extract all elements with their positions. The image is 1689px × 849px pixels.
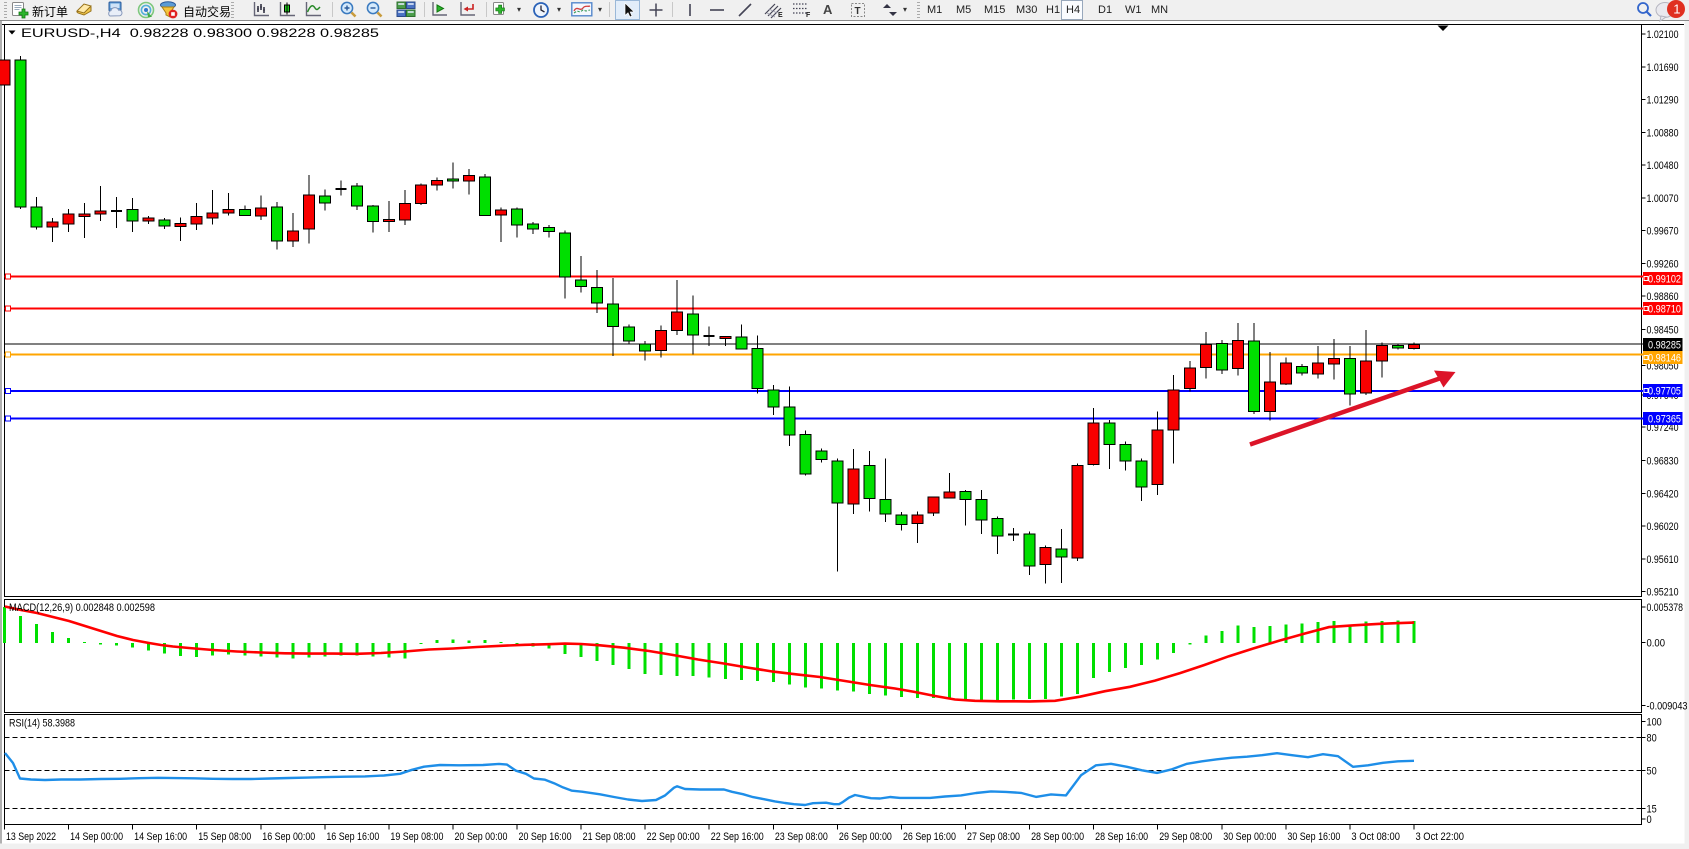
svg-text:16 Sep 00:00: 16 Sep 00:00 (262, 831, 315, 843)
svg-text:1.00480: 1.00480 (1647, 160, 1679, 172)
svg-text:0.00: 0.00 (1647, 638, 1666, 650)
svg-text:0.97705: 0.97705 (1648, 386, 1681, 398)
svg-text:15: 15 (1647, 803, 1657, 815)
svg-text:26 Sep 16:00: 26 Sep 16:00 (903, 831, 956, 843)
svg-text:EURUSD-,H4 0.98228 0.98300 0.: EURUSD-,H4 0.98228 0.98300 0.98228 0.982… (21, 26, 379, 40)
svg-text:28 Sep 16:00: 28 Sep 16:00 (1095, 831, 1148, 843)
svg-text:0.96420: 0.96420 (1647, 489, 1679, 501)
svg-text:1.00880: 1.00880 (1647, 128, 1679, 140)
svg-text:14 Sep 16:00: 14 Sep 16:00 (134, 831, 187, 843)
svg-text:3 Oct 22:00: 3 Oct 22:00 (1415, 831, 1464, 843)
svg-text:23 Sep 08:00: 23 Sep 08:00 (775, 831, 828, 843)
svg-text:16 Sep 16:00: 16 Sep 16:00 (326, 831, 379, 843)
svg-text:22 Sep 16:00: 22 Sep 16:00 (711, 831, 764, 843)
svg-text:0.99102: 0.99102 (1648, 274, 1681, 286)
svg-text:15 Sep 08:00: 15 Sep 08:00 (198, 831, 251, 843)
svg-text:0.97365: 0.97365 (1648, 414, 1681, 426)
svg-text:1.00070: 1.00070 (1647, 193, 1679, 205)
svg-text:0.99670: 0.99670 (1647, 226, 1679, 238)
svg-text:28 Sep 00:00: 28 Sep 00:00 (1031, 831, 1084, 843)
svg-text:0.96020: 0.96020 (1647, 521, 1679, 533)
svg-text:0.98450: 0.98450 (1647, 324, 1679, 336)
svg-text:1.02100: 1.02100 (1647, 29, 1679, 41)
svg-text:13 Sep 2022: 13 Sep 2022 (6, 831, 56, 843)
svg-text:0.99260: 0.99260 (1647, 259, 1679, 271)
svg-text:19 Sep 08:00: 19 Sep 08:00 (390, 831, 443, 843)
svg-text:0.98710: 0.98710 (1648, 303, 1681, 315)
svg-text:21 Sep 08:00: 21 Sep 08:00 (583, 831, 636, 843)
svg-text:50: 50 (1647, 765, 1657, 777)
svg-text:0.96830: 0.96830 (1647, 455, 1679, 467)
svg-text:26 Sep 00:00: 26 Sep 00:00 (839, 831, 892, 843)
svg-text:30 Sep 00:00: 30 Sep 00:00 (1223, 831, 1276, 843)
svg-text:E: E (778, 12, 783, 19)
svg-text:1: 1 (1673, 2, 1680, 17)
svg-text:14 Sep 00:00: 14 Sep 00:00 (70, 831, 123, 843)
svg-text:0.95610: 0.95610 (1647, 554, 1679, 566)
svg-text:100: 100 (1647, 717, 1662, 729)
svg-text:20 Sep 16:00: 20 Sep 16:00 (519, 831, 572, 843)
svg-text:F: F (806, 12, 811, 19)
svg-text:RSI(14) 58.3988: RSI(14) 58.3988 (9, 718, 75, 730)
svg-text:0.95210: 0.95210 (1647, 586, 1679, 598)
svg-text:-0.009043: -0.009043 (1647, 700, 1688, 712)
svg-text:20 Sep 00:00: 20 Sep 00:00 (454, 831, 507, 843)
svg-text:27 Sep 08:00: 27 Sep 08:00 (967, 831, 1020, 843)
svg-text:29 Sep 08:00: 29 Sep 08:00 (1159, 831, 1212, 843)
svg-text:22 Sep 00:00: 22 Sep 00:00 (647, 831, 700, 843)
svg-text:30 Sep 16:00: 30 Sep 16:00 (1287, 831, 1340, 843)
svg-text:MACD(12,26,9) 0.002848 0.00259: MACD(12,26,9) 0.002848 0.002598 (9, 602, 155, 614)
svg-text:80: 80 (1647, 733, 1657, 745)
svg-text:1.01290: 1.01290 (1647, 95, 1679, 107)
svg-text:0: 0 (1647, 814, 1652, 826)
svg-text:1.01690: 1.01690 (1647, 62, 1679, 74)
svg-text:T: T (855, 6, 861, 17)
svg-text:0.98146: 0.98146 (1648, 352, 1681, 364)
svg-text:0.98860: 0.98860 (1647, 291, 1679, 303)
svg-text:3 Oct 08:00: 3 Oct 08:00 (1351, 831, 1400, 843)
svg-text:0.98285: 0.98285 (1648, 340, 1681, 352)
svg-text:0.005378: 0.005378 (1647, 602, 1684, 614)
